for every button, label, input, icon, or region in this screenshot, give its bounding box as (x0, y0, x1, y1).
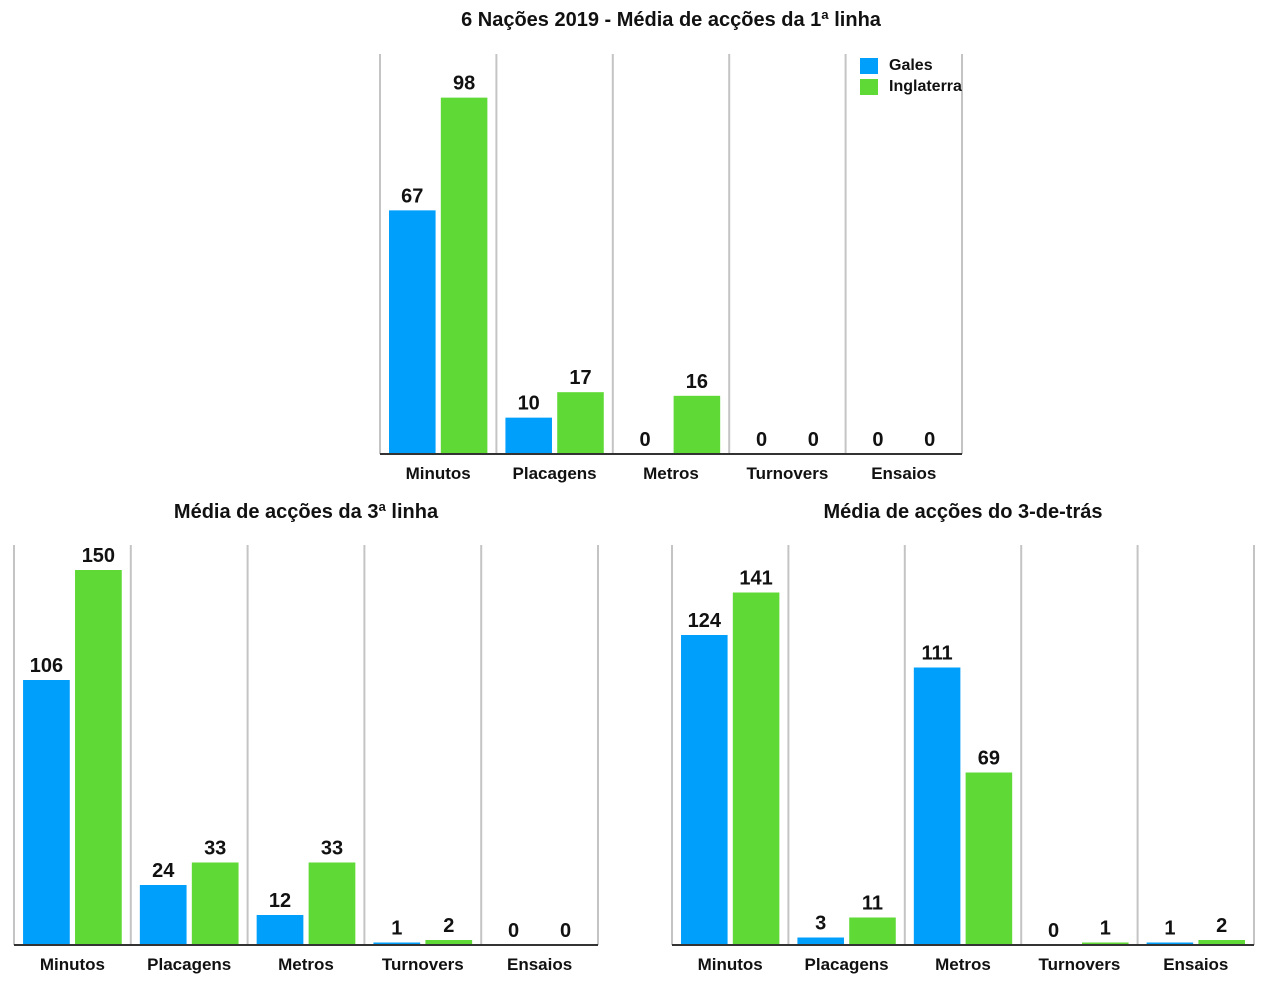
value-label-front-row-gales-2: 0 (640, 429, 651, 451)
value-label-back-three-inglaterra-0: 141 (739, 568, 772, 590)
bar-back-row-inglaterra-3 (425, 940, 473, 945)
category-label-front-row-1: Placagens (513, 464, 597, 483)
category-label-back-row-4: Ensaios (507, 955, 572, 974)
bar-front-row-inglaterra-2 (673, 395, 721, 454)
chart-title-front-row: 6 Nações 2019 - Média de acções da 1ª li… (461, 9, 881, 31)
value-label-back-three-gales-1: 3 (815, 913, 826, 935)
bar-back-row-inglaterra-2 (308, 862, 356, 945)
category-label-back-row-3: Turnovers (382, 955, 464, 974)
legend-label-gales: Gales (889, 56, 933, 74)
value-label-back-row-gales-3: 1 (391, 918, 402, 940)
value-label-front-row-inglaterra-4: 0 (924, 429, 935, 451)
value-label-back-row-gales-1: 24 (152, 860, 175, 882)
legend-item-gales: Gales (860, 55, 962, 76)
category-label-back-row-0: Minutos (40, 955, 105, 974)
bar-back-row-gales-3 (373, 942, 421, 945)
value-label-back-three-inglaterra-1: 11 (862, 893, 883, 915)
bar-front-row-inglaterra-0 (440, 97, 488, 455)
bar-back-three-inglaterra-1 (849, 917, 896, 945)
value-label-back-three-inglaterra-3: 1 (1100, 918, 1111, 940)
value-label-back-row-inglaterra-2: 33 (321, 838, 343, 860)
category-label-back-row-2: Metros (278, 955, 334, 974)
category-label-front-row-3: Turnovers (746, 464, 828, 483)
bar-back-three-inglaterra-2 (965, 772, 1013, 945)
bar-back-three-gales-2 (913, 667, 961, 945)
value-label-back-three-gales-4: 1 (1164, 918, 1175, 940)
value-label-front-row-inglaterra-3: 0 (808, 429, 819, 451)
bar-back-three-gales-0 (681, 635, 728, 945)
chart-title-back-three: Média de acções do 3-de-trás (823, 501, 1103, 523)
legend-label-inglaterra: Inglaterra (889, 77, 962, 95)
bar-back-row-inglaterra-0 (75, 570, 122, 945)
value-label-back-row-inglaterra-4: 0 (560, 920, 571, 942)
value-label-back-row-gales-2: 12 (269, 890, 291, 912)
legend: Gales Inglaterra (860, 55, 962, 97)
value-label-front-row-inglaterra-2: 16 (686, 371, 708, 393)
value-label-back-three-gales-3: 0 (1048, 920, 1059, 942)
category-label-back-three-3: Turnovers (1038, 955, 1120, 974)
value-label-front-row-inglaterra-1: 17 (569, 367, 591, 389)
legend-item-inglaterra: Inglaterra (860, 76, 962, 97)
bar-back-three-inglaterra-3 (1082, 942, 1129, 945)
category-label-front-row-0: Minutos (406, 464, 471, 483)
value-label-front-row-gales-3: 0 (756, 429, 767, 451)
bar-back-three-inglaterra-0 (732, 592, 780, 945)
category-label-front-row-2: Metros (643, 464, 699, 483)
value-label-front-row-gales-1: 10 (518, 393, 540, 415)
value-label-back-row-gales-4: 0 (508, 920, 519, 942)
value-label-front-row-gales-4: 0 (872, 429, 883, 451)
category-label-back-three-4: Ensaios (1163, 955, 1228, 974)
bar-back-row-gales-0 (23, 680, 70, 945)
legend-swatch-inglaterra (860, 78, 878, 95)
value-label-back-three-inglaterra-2: 69 (978, 748, 1000, 770)
value-label-back-row-gales-0: 106 (30, 655, 63, 677)
category-label-back-three-0: Minutos (698, 955, 763, 974)
bar-back-row-gales-2 (256, 915, 304, 945)
value-label-back-three-gales-2: 111 (922, 643, 953, 665)
bar-front-row-gales-0 (389, 210, 436, 454)
bar-front-row-gales-1 (505, 417, 552, 454)
bar-front-row-inglaterra-1 (557, 392, 604, 454)
bar-back-row-gales-1 (139, 885, 187, 945)
bar-back-three-gales-1 (797, 937, 844, 945)
category-label-back-row-1: Placagens (147, 955, 231, 974)
chart-title-back-row: Média de acções da 3ª linha (173, 501, 439, 523)
legend-swatch-gales (860, 57, 878, 74)
category-label-back-three-2: Metros (935, 955, 991, 974)
value-label-back-row-inglaterra-0: 150 (82, 545, 115, 567)
value-label-back-row-inglaterra-3: 2 (443, 915, 454, 937)
value-label-back-three-gales-0: 124 (688, 610, 722, 632)
bar-back-three-inglaterra-4 (1198, 940, 1245, 945)
value-label-front-row-gales-0: 67 (401, 185, 423, 207)
bar-back-three-gales-4 (1146, 942, 1194, 945)
value-label-front-row-inglaterra-0: 98 (453, 73, 475, 95)
bar-back-row-inglaterra-1 (191, 862, 239, 945)
value-label-back-row-inglaterra-1: 33 (204, 838, 226, 860)
value-label-back-three-inglaterra-4: 2 (1216, 915, 1227, 937)
category-label-front-row-4: Ensaios (871, 464, 936, 483)
category-label-back-three-1: Placagens (805, 955, 889, 974)
